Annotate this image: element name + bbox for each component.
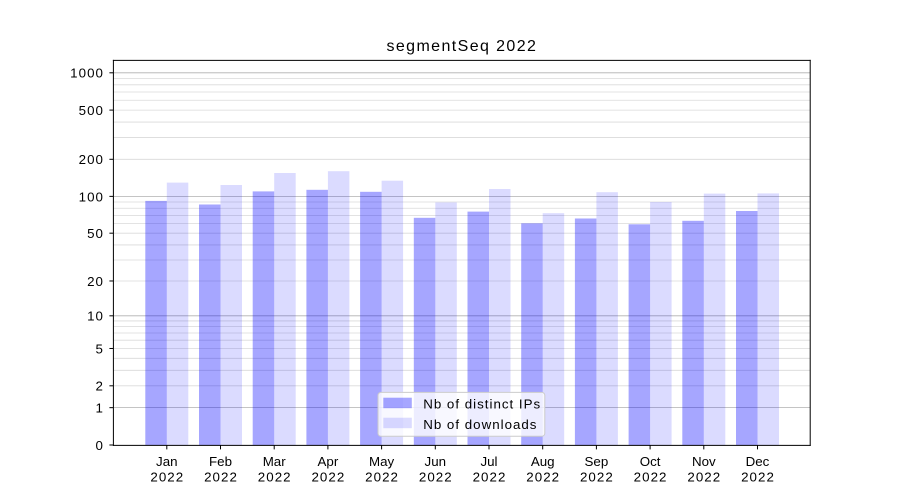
svg-text:2022: 2022 [150,469,184,484]
svg-text:May: May [369,454,395,469]
svg-text:2022: 2022 [204,469,238,484]
svg-text:2022: 2022 [741,469,775,484]
svg-text:50: 50 [87,226,104,241]
svg-text:segmentSeq 2022: segmentSeq 2022 [386,38,537,55]
svg-text:Nov: Nov [692,454,716,469]
svg-text:2022: 2022 [473,469,507,484]
svg-text:1000: 1000 [70,66,104,81]
svg-text:2022: 2022 [580,469,614,484]
svg-text:Nb of distinct IPs: Nb of distinct IPs [423,397,541,412]
svg-text:Dec: Dec [746,454,770,469]
svg-text:Mar: Mar [263,454,287,469]
svg-text:2: 2 [96,379,104,394]
svg-text:100: 100 [79,189,104,204]
svg-text:Aug: Aug [531,454,555,469]
svg-text:Jul: Jul [480,454,497,469]
svg-text:2022: 2022 [634,469,668,484]
svg-text:2022: 2022 [258,469,292,484]
svg-text:2022: 2022 [365,469,399,484]
svg-text:2022: 2022 [419,469,453,484]
svg-text:0: 0 [96,438,104,453]
svg-text:20: 20 [87,274,104,289]
svg-text:2022: 2022 [311,469,345,484]
svg-text:Sep: Sep [585,454,609,469]
svg-text:10: 10 [87,309,104,324]
svg-text:200: 200 [79,152,104,167]
svg-text:Nb of downloads: Nb of downloads [423,417,537,432]
svg-text:Jun: Jun [425,454,447,469]
svg-text:Feb: Feb [209,454,232,469]
svg-text:1: 1 [96,401,104,416]
svg-text:Apr: Apr [318,454,339,469]
svg-text:Oct: Oct [640,454,661,469]
svg-text:2022: 2022 [526,469,560,484]
svg-text:2022: 2022 [687,469,721,484]
svg-text:5: 5 [96,341,104,356]
svg-text:Jan: Jan [156,454,178,469]
svg-text:500: 500 [79,103,104,118]
